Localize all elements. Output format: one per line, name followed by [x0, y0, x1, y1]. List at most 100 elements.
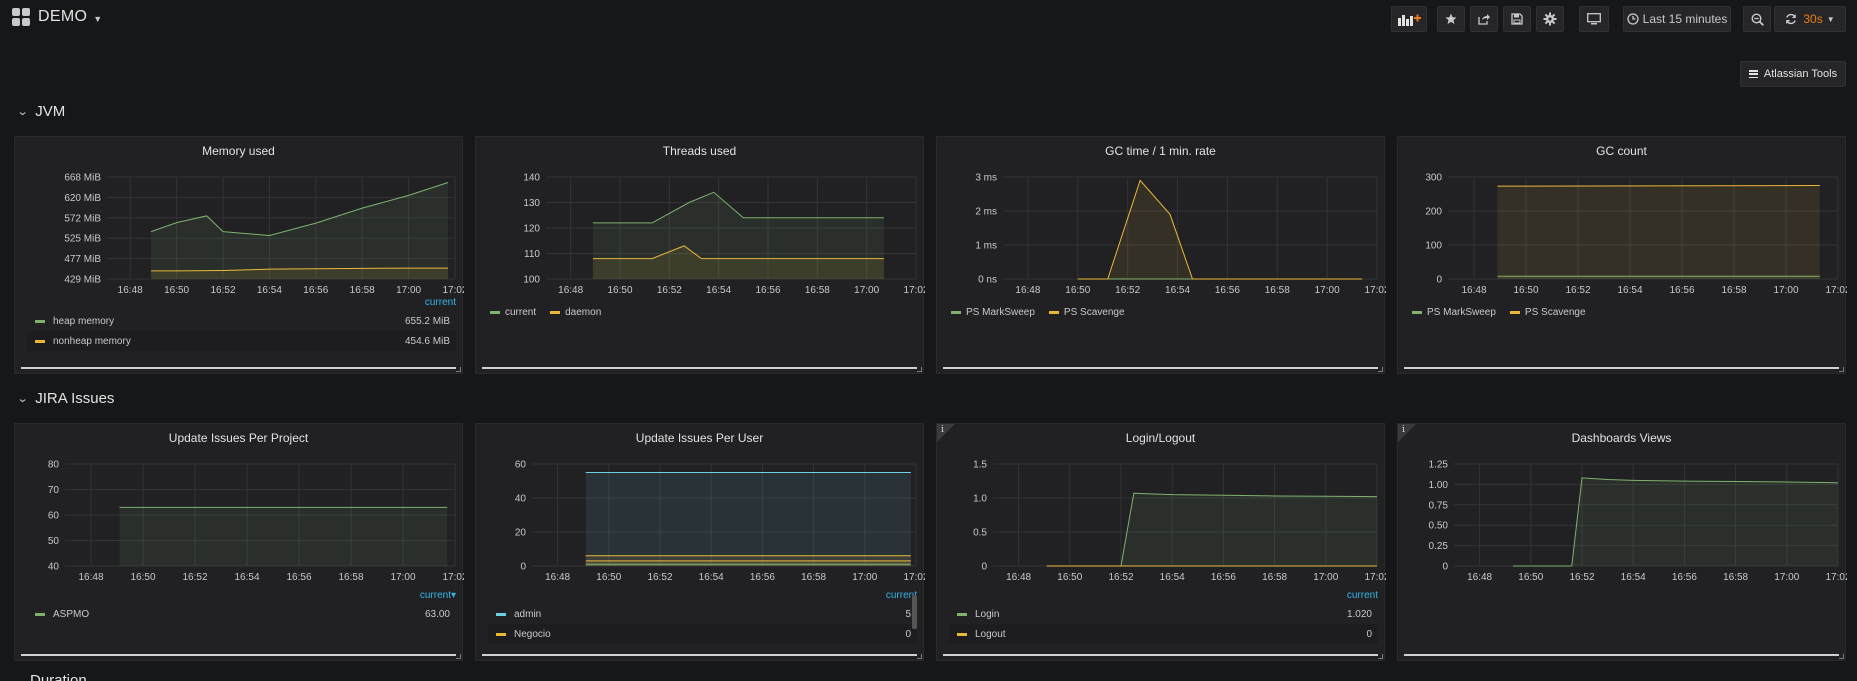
panel-update-issues-per-project[interactable]: Update Issues Per Project 40 50 60 70 80 16:48…: [14, 423, 464, 661]
panel-dashboards-views[interactable]: i Dashboards Views 0 0.25 0.50 0.75 1.00 1.25 16…: [1397, 423, 1847, 661]
x-tick-label: 16:54: [706, 285, 731, 296]
panel-login-logout[interactable]: i Login/Logout 0 0.5 1.0 1.5 16:48 16:50 16:52 16…: [936, 423, 1386, 661]
series-area-ps-marksweep: [1497, 276, 1820, 279]
x-tick-label: 16:52: [1569, 572, 1594, 583]
legend-name-cell: Negocio: [496, 629, 551, 640]
panel-info-corner[interactable]: [937, 424, 955, 442]
x-tick-label: 17:00: [852, 572, 877, 583]
series-line-nonheap-memory[interactable]: [151, 267, 449, 272]
series-area-daemon: [592, 245, 884, 279]
legend-item[interactable]: PS MarkSweep: [1412, 307, 1496, 318]
y-tick-label: 140: [523, 173, 540, 184]
chart-svg: 429 MiB 477 MiB 525 MiB 572 MiB 620 MiB 668 M…: [64, 173, 464, 297]
legend-row[interactable]: nonheap memory 454.6 MiB: [27, 331, 456, 351]
resize-handle[interactable]: [917, 654, 922, 659]
x-tick-label: 16:58: [350, 285, 375, 296]
legend-scrollbar[interactable]: [912, 595, 917, 629]
share-button[interactable]: [1470, 6, 1498, 32]
series-line-ps-scavenge[interactable]: [1497, 185, 1820, 187]
panel-title[interactable]: Login/Logout: [1125, 431, 1196, 445]
chart-svg: 100 110 120 130 140 16:48 16:50 16:52 16:54 16:56…: [523, 173, 925, 297]
add-panel-button[interactable]: [1391, 6, 1427, 32]
panel-title[interactable]: Update Issues Per User: [635, 431, 764, 445]
resize-handle[interactable]: [1378, 654, 1383, 659]
star-button[interactable]: [1437, 6, 1465, 32]
panel-threads-used[interactable]: Threads used 100 110 120 130 140 16:48 16:50 16:…: [475, 136, 925, 374]
legend-rows: ASPMO 63.00: [27, 604, 456, 624]
series-line-heap-memory[interactable]: [150, 181, 449, 236]
save-button[interactable]: [1503, 6, 1531, 32]
resize-handle[interactable]: [1839, 654, 1844, 659]
atlassian-tools-button[interactable]: Atlassian Tools: [1740, 61, 1846, 87]
resize-handle[interactable]: [456, 654, 461, 659]
series-area-admin: [585, 472, 911, 566]
legend-row[interactable]: admin 5: [488, 604, 917, 624]
zoom-out-button[interactable]: [1743, 6, 1771, 32]
row-title: JVM: [35, 103, 66, 120]
panel-title[interactable]: GC count: [1596, 144, 1647, 158]
legend-label: ASPMO: [53, 608, 90, 620]
legend-item[interactable]: PS Scavenge: [1509, 307, 1586, 318]
y-tick-label: 668 MiB: [64, 173, 101, 184]
panel-title[interactable]: Update Issues Per Project: [168, 431, 309, 445]
series-line-daemon[interactable]: [592, 245, 884, 260]
legend: PS MarkSweep PS Scavenge: [1412, 307, 1586, 318]
panel-info-corner[interactable]: [1398, 424, 1416, 442]
legend-label: daemon: [565, 307, 602, 318]
series-line-series-0[interactable]: [1512, 477, 1839, 567]
legend-row[interactable]: heap memory 655.2 MiB: [27, 311, 456, 331]
panel-update-issues-per-user[interactable]: Update Issues Per User 0 20 40 60 16:48 16:50 1…: [475, 423, 925, 661]
x-tick-label: 16:54: [1160, 572, 1185, 583]
chart-svg: 0 0.5 1.0 1.5 16:48 16:50 16:52 16:54 16:56 16:58…: [973, 460, 1386, 584]
legend-label: PS MarkSweep: [966, 307, 1035, 318]
panel-gc-count[interactable]: GC count 0 100 200 300 16:48 16:50 16:52 16:54 16…: [1397, 136, 1847, 374]
legend-item[interactable]: PS Scavenge: [1048, 307, 1125, 318]
legend-item[interactable]: PS MarkSweep: [951, 307, 1035, 318]
series-line-current[interactable]: [592, 191, 884, 224]
legend-rows: Login 1.020 Logout 0: [949, 604, 1378, 644]
panel-memory-used[interactable]: Memory used 429 MiB 477 MiB 525 MiB 572 MiB 6…: [14, 136, 464, 374]
info-icon[interactable]: i: [1402, 425, 1405, 435]
chevron-down-icon: ⌄: [16, 393, 29, 405]
row-header-jira-issues[interactable]: ⌄ JIRA Issues: [16, 390, 115, 407]
legend-sort-header[interactable]: current: [1346, 590, 1378, 601]
legend-item[interactable]: current: [490, 307, 536, 318]
panel-gc-time-1-min-rate[interactable]: GC time / 1 min. rate 0 ns 1 ms 2 ms 3 ms 16:…: [936, 136, 1386, 374]
x-tick-label: 16:52: [657, 285, 682, 296]
x-tick-label: 16:48: [1467, 572, 1492, 583]
legend-item[interactable]: daemon: [550, 307, 601, 318]
panel-footer-bar: [482, 367, 917, 369]
legend-sort-header[interactable]: current: [424, 297, 456, 308]
legend-swatch: [1412, 311, 1422, 314]
legend-sort-header[interactable]: current: [885, 590, 917, 601]
legend-swatch: [957, 612, 967, 616]
panel-title[interactable]: Dashboards Views: [1571, 431, 1672, 445]
panel-title[interactable]: GC time / 1 min. rate: [1105, 144, 1216, 158]
resize-handle[interactable]: [456, 367, 461, 372]
legend-sort-header[interactable]: current▾: [419, 590, 456, 601]
panel-title[interactable]: Memory used: [202, 144, 275, 158]
x-tick-label: 16:56: [303, 285, 328, 296]
refresh-button[interactable]: 30s ▼: [1774, 6, 1846, 32]
panel-title[interactable]: Threads used: [662, 144, 737, 158]
settings-button[interactable]: [1536, 6, 1564, 32]
time-picker-button[interactable]: Last 15 minutes: [1623, 6, 1731, 32]
resize-handle[interactable]: [1378, 367, 1383, 372]
x-tick-label: 16:50: [1057, 572, 1082, 583]
legend-row[interactable]: Negocio 0: [488, 624, 917, 644]
series-line-ps-scavenge[interactable]: [1077, 179, 1363, 280]
legend-row[interactable]: Logout 0: [949, 624, 1378, 644]
resize-handle[interactable]: [917, 367, 922, 372]
resize-handle[interactable]: [1839, 367, 1844, 372]
row-header-jvm[interactable]: ⌄ JVM: [17, 103, 66, 120]
legend-swatch: [496, 612, 506, 616]
dashboard-picker[interactable]: DEMO ▼: [12, 8, 102, 26]
legend-row[interactable]: Login 1.020: [949, 604, 1378, 624]
y-tick-label: 2 ms: [975, 207, 997, 218]
panel-footer-bar: [482, 654, 917, 656]
legend-row[interactable]: ASPMO 63.00: [27, 604, 456, 624]
info-icon[interactable]: i: [941, 425, 944, 435]
tv-mode-button[interactable]: [1579, 6, 1609, 32]
y-tick-label: 0.5: [973, 528, 987, 539]
clock-icon: [1626, 13, 1639, 25]
